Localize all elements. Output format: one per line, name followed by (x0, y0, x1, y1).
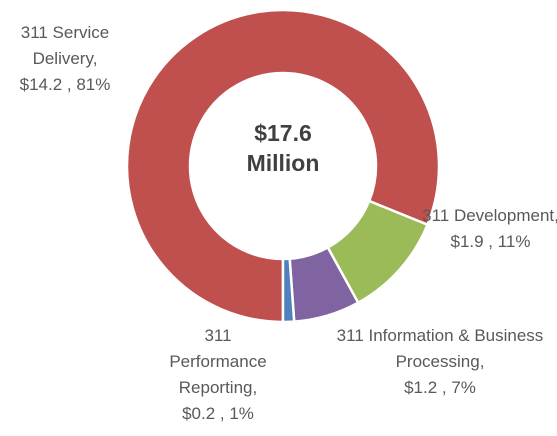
slice-label: 311 Performance Reporting $0.2 , 1% (160, 323, 276, 427)
slice-label: 311 Service Delivery $14.2 , 81% (2, 20, 128, 98)
value-label: $1.9 , 11% (450, 232, 531, 251)
category-label: 311 Service Delivery (21, 23, 110, 68)
category-label: 311 Information & Business Processing (337, 326, 544, 371)
donut-slice (281, 257, 296, 324)
slice-label: 311 Information & Business Processing $1… (330, 323, 550, 401)
slice-label: 311 Development $1.9 , 11% (418, 203, 557, 255)
value-label: $14.2 , 81% (19, 75, 111, 94)
value-label: $1.2 , 7% (404, 378, 476, 397)
center-unit: Million (246, 150, 320, 176)
center-total: $17.6 (254, 120, 312, 146)
value-label: $0.2 , 1% (182, 404, 254, 423)
category-label: 311 Performance Reporting (169, 326, 266, 397)
category-label: 311 Development (422, 206, 557, 225)
donut-slice (125, 8, 441, 324)
center-label: $17.6 Million (213, 118, 353, 178)
